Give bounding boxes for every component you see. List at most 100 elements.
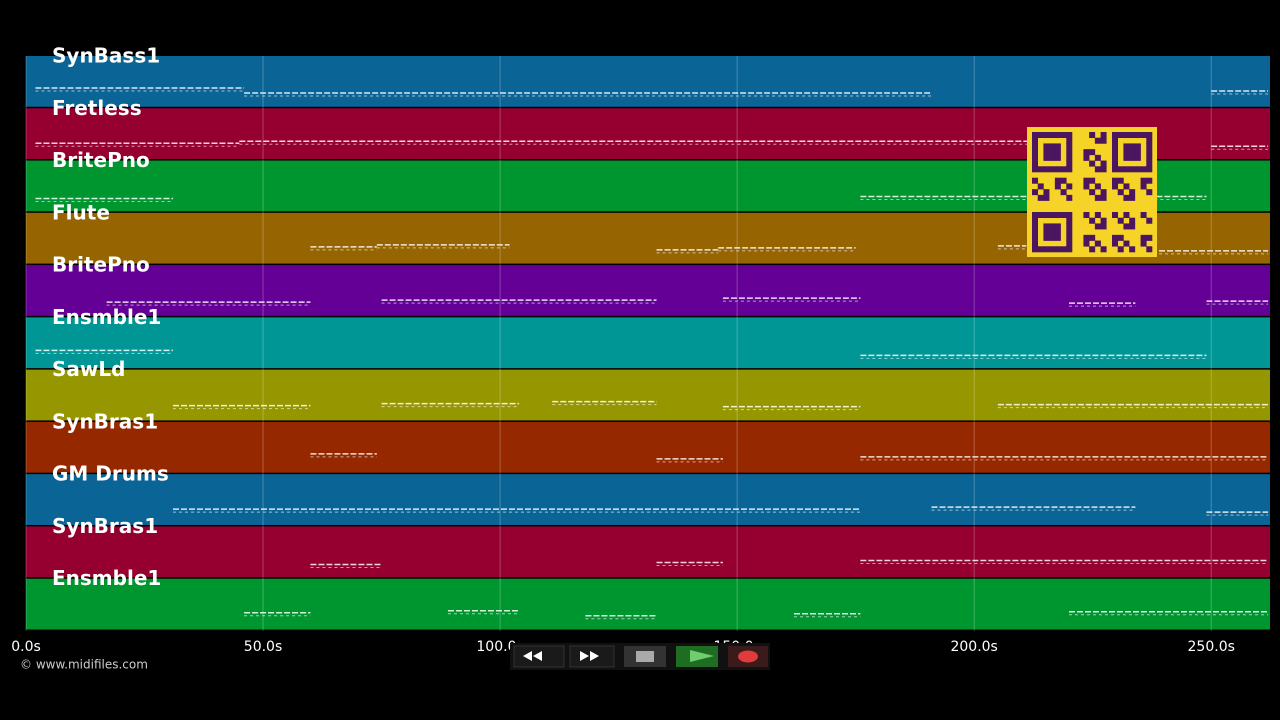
qr-module [1049, 246, 1056, 253]
track-strip [26, 474, 1270, 525]
qr-module [1146, 234, 1153, 241]
qr-module [1123, 183, 1130, 190]
qr-module [1140, 183, 1147, 190]
qr-module [1032, 166, 1039, 173]
qr-module [1146, 132, 1153, 139]
qr-module [1089, 246, 1096, 253]
qr-module [1066, 149, 1073, 156]
qr-module [1049, 149, 1056, 156]
credit: © www.midifiles.com [20, 658, 148, 672]
track-name: SynBras1 [52, 409, 158, 433]
qr-module [1129, 143, 1136, 150]
qr-module [1094, 194, 1101, 201]
qr-module [1146, 177, 1153, 184]
qr-module [1123, 154, 1130, 161]
qr-module [1117, 132, 1124, 139]
qr-module [1089, 189, 1096, 196]
qr-module [1146, 143, 1153, 150]
qr-module [1083, 234, 1090, 241]
qr-module [1043, 246, 1050, 253]
qr-module [1123, 223, 1130, 230]
forward-button[interactable] [569, 645, 615, 668]
qr-module [1112, 137, 1119, 144]
track-strip [26, 526, 1270, 578]
qr-module [1089, 234, 1096, 241]
qr-module [1094, 154, 1101, 161]
record-button[interactable] [728, 646, 768, 667]
qr-module [1123, 240, 1130, 247]
qr-module [1129, 132, 1136, 139]
qr-module [1032, 177, 1039, 184]
qr-module [1032, 160, 1039, 167]
qr-module [1100, 189, 1107, 196]
track-name: SawLd [52, 357, 125, 381]
qr-module [1043, 212, 1050, 219]
rewind-button[interactable] [513, 645, 565, 668]
qr-module [1066, 132, 1073, 139]
qr-module [1054, 143, 1061, 150]
qr-module [1060, 132, 1067, 139]
qr-module [1117, 177, 1124, 184]
qr-module [1060, 189, 1067, 196]
qr-module [1112, 166, 1119, 173]
qr-module [1032, 240, 1039, 247]
qr-module [1100, 137, 1107, 144]
qr-module [1049, 229, 1056, 236]
qr-module [1066, 234, 1073, 241]
qr-module [1054, 212, 1061, 219]
qr-module [1054, 149, 1061, 156]
qr-module [1054, 234, 1061, 241]
qr-module [1134, 143, 1141, 150]
qr-module [1060, 246, 1067, 253]
qr-module [1037, 246, 1044, 253]
qr-module [1112, 149, 1119, 156]
qr-module [1054, 246, 1061, 253]
qr-module [1060, 212, 1067, 219]
x-tick-label: 0.0s [11, 639, 41, 655]
qr-module [1066, 229, 1073, 236]
qr-module [1089, 149, 1096, 156]
qr-module [1094, 240, 1101, 247]
qr-module [1066, 194, 1073, 201]
qr-module [1100, 217, 1107, 224]
qr-module [1129, 246, 1136, 253]
track-name: GM Drums [52, 462, 169, 486]
qr-module [1032, 246, 1039, 253]
qr-module [1112, 240, 1119, 247]
play-button[interactable] [676, 646, 718, 667]
qr-module [1117, 166, 1124, 173]
qr-module [1089, 177, 1096, 184]
qr-module [1117, 234, 1124, 241]
qr-module [1123, 166, 1130, 173]
qr-module [1100, 166, 1107, 173]
stop-button[interactable] [624, 646, 666, 667]
qr-module [1049, 143, 1056, 150]
transport [510, 643, 770, 670]
qr-module [1134, 154, 1141, 161]
qr-module [1037, 212, 1044, 219]
qr-module [1032, 217, 1039, 224]
track-name: Ensmble1 [52, 305, 161, 329]
qr-module [1112, 143, 1119, 150]
track-name: BritePno [52, 253, 150, 277]
qr-module [1066, 217, 1073, 224]
qr-module [1117, 217, 1124, 224]
qr-module [1089, 132, 1096, 139]
track-strip [26, 578, 1270, 630]
qr-module [1043, 166, 1050, 173]
qr-module [1037, 183, 1044, 190]
qr-module [1140, 132, 1147, 139]
qr-module [1134, 149, 1141, 156]
x-tick-label: 200.0s [950, 639, 997, 655]
qr-module [1066, 160, 1073, 167]
qr-module [1032, 229, 1039, 236]
track-strip [26, 369, 1270, 421]
qr-module [1032, 149, 1039, 156]
qr-module [1129, 223, 1136, 230]
qr-module [1123, 212, 1130, 219]
qr-module [1140, 177, 1147, 184]
qr-module [1066, 183, 1073, 190]
qr-module [1100, 160, 1107, 167]
qr-module [1043, 154, 1050, 161]
